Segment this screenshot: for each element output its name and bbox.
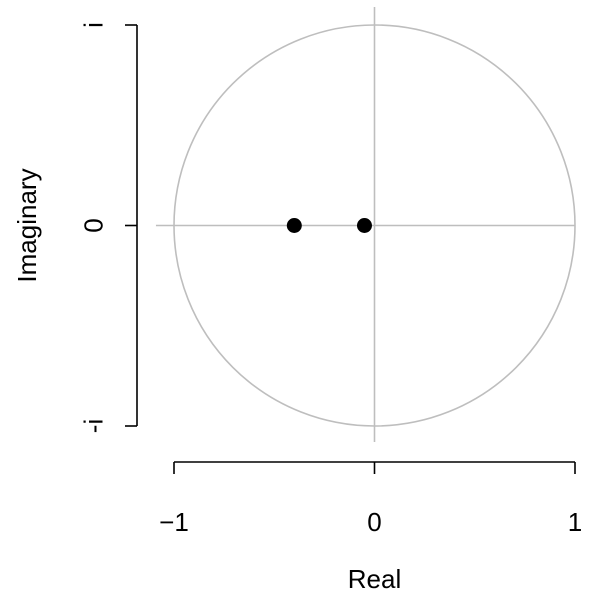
x-ticks: −1 0 1 (159, 462, 582, 537)
points-layer (286, 218, 372, 233)
x-axis-title: Real (348, 564, 401, 594)
x-tick-label: 1 (568, 507, 582, 537)
y-tick-label: -i (78, 419, 108, 433)
y-tick-label: 0 (78, 218, 108, 232)
y-tick-label: i (78, 22, 108, 28)
data-point (356, 218, 372, 233)
y-axis: -i 0 i (78, 22, 138, 433)
x-tick-label: 0 (367, 507, 381, 537)
x-axis: −1 0 1 (159, 461, 582, 537)
y-ticks: -i 0 i (78, 22, 137, 433)
data-point (286, 218, 302, 233)
y-axis-title: Imaginary (12, 168, 42, 282)
x-tick-label: −1 (159, 507, 189, 537)
